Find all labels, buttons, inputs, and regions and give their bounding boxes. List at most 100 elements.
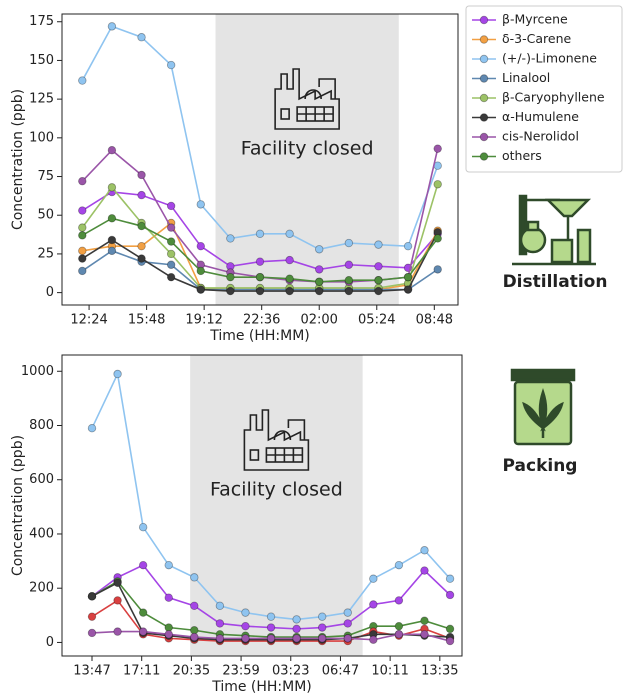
data-point (374, 276, 383, 285)
y-axis-label: Concentration (ppb) (10, 89, 26, 230)
data-point (164, 593, 173, 602)
data-point (196, 266, 205, 276)
data-point (138, 560, 148, 570)
factory-icon (274, 68, 340, 130)
factory-window (249, 449, 260, 461)
data-point (190, 601, 199, 611)
legend-label: β-Caryophyllene (502, 90, 605, 105)
data-point (255, 286, 265, 296)
data-point (369, 600, 378, 609)
data-point (137, 241, 146, 251)
packing-icon (510, 368, 576, 446)
x-tick-label: 02:00 (300, 313, 337, 328)
data-point (196, 285, 205, 294)
data-point (138, 627, 148, 636)
x-tick-label: 23:59 (222, 664, 259, 679)
legend-marker (479, 74, 489, 83)
x-tick-label: 12:24 (70, 313, 107, 328)
data-point (190, 632, 199, 642)
factory-outline (274, 68, 340, 130)
y-tick-label: 150 (29, 53, 54, 68)
data-point (78, 231, 87, 240)
legend-marker (479, 54, 489, 64)
data-point (266, 612, 276, 621)
data-point (420, 546, 429, 555)
data-point (285, 274, 294, 283)
factory-window (280, 108, 290, 120)
data-point (138, 608, 148, 617)
data-point (107, 214, 117, 223)
data-point (343, 608, 352, 617)
y-tick-label: 0 (46, 635, 54, 650)
data-point (433, 234, 442, 243)
data-point (107, 146, 117, 155)
data-point (374, 286, 383, 296)
data-point (285, 229, 294, 238)
legend-marker (479, 93, 489, 103)
x-tick-label: 22:36 (243, 313, 280, 328)
data-point (78, 246, 87, 256)
data-point (343, 619, 352, 628)
data-point (78, 76, 87, 85)
data-point (87, 612, 97, 621)
data-point (344, 286, 354, 296)
y-tick-label: 100 (29, 130, 54, 145)
factory-tanks (273, 419, 306, 441)
y-tick-label: 800 (29, 418, 54, 433)
data-point (166, 237, 176, 246)
data-point (344, 276, 354, 285)
x-tick-label: 10:11 (371, 664, 408, 679)
data-point (394, 596, 404, 605)
factory-window-grid (266, 448, 303, 462)
data-point (266, 634, 276, 643)
data-point (403, 272, 413, 282)
data-point (255, 272, 265, 282)
legend-label: β-Myrcene (502, 12, 568, 27)
data-point (166, 260, 176, 269)
data-point (137, 190, 146, 200)
data-point (420, 616, 429, 625)
y-tick-label: 25 (37, 246, 54, 261)
data-point (107, 235, 117, 245)
legend-label: (+/-)-Limonene (502, 51, 597, 66)
data-point (190, 573, 199, 582)
x-tick-label: 13:35 (421, 664, 458, 679)
data-point (226, 234, 235, 243)
data-point (433, 180, 442, 189)
data-point (78, 266, 87, 276)
data-point (78, 176, 87, 186)
legend-box (465, 5, 623, 173)
data-point (87, 628, 97, 638)
data-point (164, 630, 173, 639)
data-point (394, 621, 404, 631)
y-tick-label: 175 (29, 14, 54, 29)
data-point (285, 286, 294, 296)
data-point (374, 240, 383, 249)
data-point (196, 241, 205, 251)
data-point (292, 615, 301, 624)
plot-frame (61, 354, 463, 657)
data-point (113, 578, 122, 587)
data-point (164, 560, 173, 570)
y-tick-label: 0 (46, 285, 54, 300)
annotation: Facility closed (241, 138, 374, 160)
x-tick-label: 05:24 (358, 313, 395, 328)
legend-marker (479, 35, 489, 44)
data-point (226, 272, 235, 282)
data-point (445, 624, 455, 634)
x-axis-label: Time (HH:MM) (211, 679, 312, 695)
data-point (394, 560, 404, 570)
data-point (241, 621, 250, 631)
data-point (87, 424, 97, 433)
data-point (107, 22, 117, 31)
data-point (137, 170, 146, 180)
y-tick-label: 400 (29, 526, 54, 541)
y-tick-label: 200 (29, 581, 54, 596)
y-tick-label: 75 (37, 169, 54, 184)
data-point (215, 601, 225, 611)
factory-outline (243, 409, 310, 471)
data-point (433, 144, 442, 153)
data-point (137, 221, 146, 231)
data-point (215, 619, 225, 628)
